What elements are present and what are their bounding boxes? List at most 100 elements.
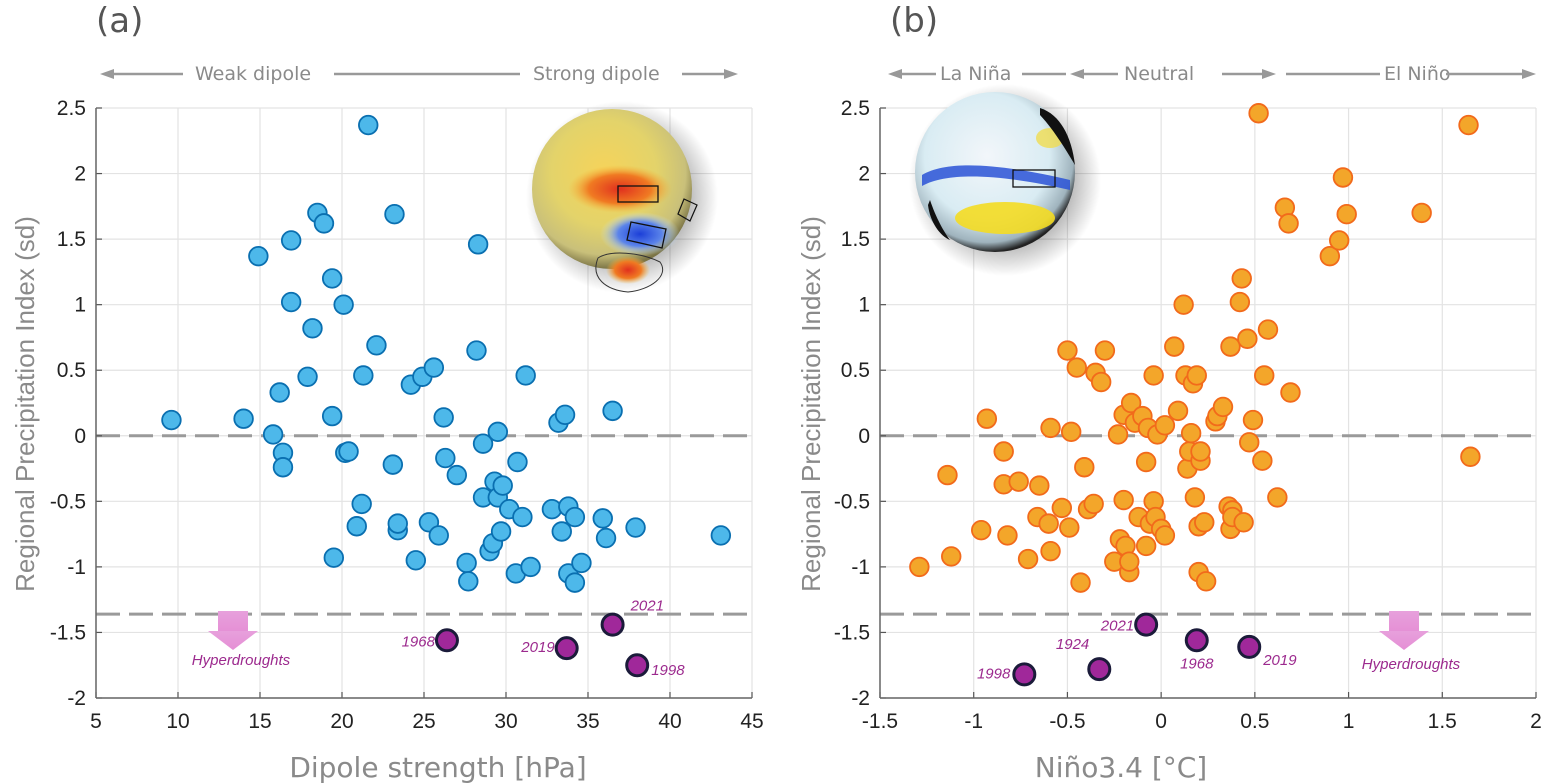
hyperdrought-year-label: 2019	[520, 639, 555, 656]
data-point	[909, 556, 930, 578]
axes-b: -1.5 -1 -0.5 0 0.5 1 1.5 2 2.5 2 1.5 1 0.5 0 -0.5 -1 -1.…	[834, 97, 1542, 733]
data-point	[1074, 457, 1095, 478]
y-tick-label: -1.5	[834, 621, 870, 644]
arrow-left-icon	[100, 69, 114, 79]
arrow-right-icon	[1262, 69, 1276, 79]
hyperdrought-point	[625, 653, 650, 678]
data-point	[467, 234, 489, 255]
region-box	[677, 198, 698, 222]
data-point	[1083, 493, 1104, 515]
data-point	[520, 556, 541, 578]
data-point	[1051, 497, 1073, 519]
hyperdrought-year-label: 1924	[1056, 636, 1089, 653]
band-label-neutral: Neutral	[1124, 63, 1194, 85]
x-tick-label: -0.5	[1049, 710, 1085, 733]
data-point	[384, 203, 405, 225]
arrow-right-icon	[724, 69, 738, 79]
panel-b-band: La Niña Neutral El Niño	[888, 63, 1536, 85]
data-point	[1135, 535, 1157, 557]
data-point	[1267, 487, 1288, 508]
data-point	[1008, 471, 1029, 492]
data-point	[1040, 540, 1061, 562]
data-point	[1212, 396, 1234, 418]
reference-lines-a	[96, 434, 752, 616]
cold-tongue-anomaly	[922, 165, 1070, 190]
data-point	[1233, 512, 1254, 533]
data-point	[490, 521, 512, 542]
data-point	[564, 572, 586, 593]
x-tick-label: 5	[90, 710, 102, 733]
points-a	[161, 114, 732, 593]
hyperdrought-point	[1237, 634, 1262, 659]
data-point	[161, 409, 182, 431]
arrow-shaft	[218, 611, 248, 633]
dipole-box-south	[626, 221, 667, 249]
x-tick-label: 15	[248, 710, 271, 733]
hyperdrought-year-label: 2021	[630, 598, 664, 615]
hyperdrought-points-b: 1998 1924 2021 1968 2019	[977, 612, 1297, 687]
panel-a-label: (a)	[96, 1, 143, 41]
hyperdrought-points-a: 1968 2019 2021 1998	[402, 598, 686, 680]
arrow-right-icon	[1522, 69, 1536, 79]
y-tick-label: -1	[67, 556, 86, 579]
hyperdrought-point	[1012, 662, 1037, 687]
data-point	[1066, 357, 1088, 378]
data-point	[280, 230, 302, 251]
data-point	[1458, 114, 1479, 136]
data-point	[272, 457, 294, 478]
data-point	[423, 357, 445, 378]
americas-landmass	[1040, 108, 1075, 165]
reference-lines-b	[880, 434, 1536, 616]
data-point	[571, 552, 592, 574]
y-tick-label: 1.5	[57, 228, 86, 251]
hyperdrought-arrow-a: Hyperdroughts	[192, 611, 291, 669]
data-point	[262, 424, 284, 445]
data-point	[602, 400, 623, 422]
hyperdroughts-label-a: Hyperdroughts	[192, 652, 291, 669]
data-point	[1254, 365, 1275, 386]
data-point	[1332, 167, 1354, 188]
pressure-low-anomaly	[600, 212, 680, 256]
y-tick-label: 0.5	[57, 359, 86, 382]
data-point	[1173, 294, 1194, 315]
data-point	[1231, 268, 1252, 289]
hyperdrought-arrow-b: Hyperdroughts	[1362, 611, 1461, 673]
data-point	[1059, 517, 1080, 538]
y-axis-title-a: Regional Precipitation Index (sd)	[10, 216, 40, 592]
data-point	[338, 441, 359, 462]
data-point	[1057, 340, 1078, 361]
data-point	[1411, 202, 1432, 224]
data-point	[1164, 336, 1185, 357]
hyperdrought-year-label: 2019	[1262, 652, 1297, 669]
data-point	[428, 525, 449, 546]
band-label-strong: Strong dipole	[533, 63, 660, 85]
x-tick-label: 1	[1343, 710, 1355, 733]
data-point	[1184, 487, 1206, 508]
data-point	[1278, 213, 1299, 234]
y-tick-label: 1	[74, 294, 86, 317]
x-tick-label: 0.5	[1240, 710, 1269, 733]
data-point	[1280, 382, 1301, 403]
x-tick-label: 10	[166, 710, 189, 733]
data-point	[358, 114, 379, 136]
y-tick-label: -0.5	[50, 490, 86, 513]
data-point	[333, 294, 354, 315]
australia-landmass	[928, 200, 950, 240]
globe-inset-b	[909, 84, 1101, 276]
data-point	[1319, 245, 1341, 267]
down-arrow-icon	[1379, 631, 1429, 650]
band-label-el-nino: El Niño	[1384, 63, 1450, 85]
data-point	[321, 268, 343, 289]
x-tick-label: 25	[412, 710, 435, 733]
data-point	[1040, 417, 1061, 439]
warm-anomaly	[955, 202, 1055, 234]
data-point	[592, 508, 613, 529]
data-point	[1060, 421, 1082, 443]
data-point	[1029, 475, 1050, 496]
data-point	[472, 433, 494, 454]
globe-inset-a	[526, 101, 718, 293]
down-arrow-icon	[208, 631, 258, 650]
pressure-high-anomaly	[568, 165, 672, 213]
data-point	[233, 408, 254, 429]
